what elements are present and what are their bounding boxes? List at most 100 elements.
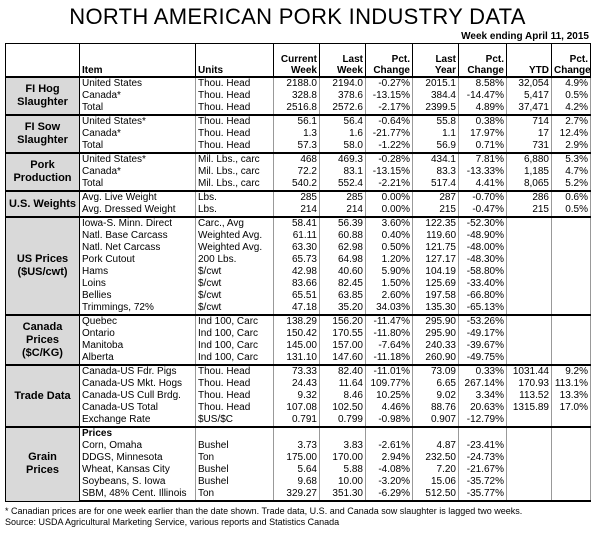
cell: 0.71% <box>458 140 507 153</box>
units: Bushel <box>195 464 274 476</box>
cell: 9.2% <box>551 364 591 378</box>
row: Total Mil. Lbs., carc 540.2 552.4 -2.21% 517.… <box>6 178 591 191</box>
cell: 56.1 <box>273 114 320 128</box>
header-row: Item Units Current Week Last Week Pct. Chang… <box>5 43 591 78</box>
cell: 8.58% <box>458 76 507 90</box>
cell: 125.69 <box>412 278 459 290</box>
empty-cell <box>458 426 507 440</box>
cell: 37,471 <box>506 102 552 115</box>
item: Natl. Base Carcass <box>79 230 196 242</box>
column-header: Pct. Change <box>458 43 507 78</box>
cell: 5.90% <box>365 266 413 278</box>
cell: 215 <box>506 204 552 217</box>
cell: 2572.6 <box>319 102 366 115</box>
cell: 714 <box>506 114 552 128</box>
section: Pork Production United States* Mil. Lbs., c… <box>5 152 591 192</box>
cell: 20.63% <box>458 402 507 414</box>
empty-cell <box>506 426 552 440</box>
item: Total <box>79 178 196 191</box>
row: Loins $/cwt 83.66 82.45 1.50% 125.69 -33.40% <box>6 278 591 290</box>
units: Ind 100, Carc <box>195 328 274 340</box>
cell: 147.60 <box>319 352 366 365</box>
cell: -21.77% <box>365 128 413 140</box>
cell: -7.64% <box>365 340 413 352</box>
section: FI Hog Slaughter United States Thou. Head 21… <box>5 76 591 116</box>
empty-cell <box>273 426 320 440</box>
cell: 0.38% <box>458 114 507 128</box>
cell: 73.09 <box>412 364 459 378</box>
cell: 2015.1 <box>412 76 459 90</box>
cell: 55.8 <box>412 114 459 128</box>
units: Lbs. <box>195 204 274 217</box>
units: Carc., Avg <box>195 216 274 230</box>
row: Soybeans, S. Iowa Bushel 9.68 10.00 -3.20% 15… <box>6 476 591 488</box>
cell: 0.00% <box>365 190 413 204</box>
row: Alberta Ind 100, Carc 131.10 147.60 -11.18% 2… <box>6 352 591 365</box>
cell: 4.89% <box>458 102 507 115</box>
cell: -13.15% <box>365 166 413 178</box>
cell: 72.2 <box>273 166 320 178</box>
cell: -24.73% <box>458 452 507 464</box>
cell: 83.3 <box>412 166 459 178</box>
cell: 0.6% <box>551 190 591 204</box>
cell: 4.87 <box>412 440 459 452</box>
empty-cell <box>551 314 591 328</box>
cell: 4.46% <box>365 402 413 414</box>
cell: 5.3% <box>551 152 591 166</box>
units: $/cwt <box>195 290 274 302</box>
cell: 63.85 <box>319 290 366 302</box>
cell: 468 <box>273 152 320 166</box>
cell: -52.30% <box>458 216 507 230</box>
units: Weighted Avg. <box>195 230 274 242</box>
cell: 113.52 <box>506 390 552 402</box>
cell: -13.33% <box>458 166 507 178</box>
cell: -2.21% <box>365 178 413 191</box>
cell: 731 <box>506 140 552 153</box>
cell: 156.20 <box>319 314 366 328</box>
cell: 7.20 <box>412 464 459 476</box>
empty-cell <box>319 426 366 440</box>
cell: -49.75% <box>458 352 507 365</box>
units: Mil. Lbs., carc <box>195 152 274 166</box>
units: Bushel <box>195 476 274 488</box>
cell: 214 <box>273 204 320 217</box>
row: Canada Prices ($C/KG) Quebec Ind 100, Carc 13… <box>5 314 591 366</box>
cell: 0.5% <box>551 90 591 102</box>
cell: 127.17 <box>412 254 459 266</box>
cell: 552.4 <box>319 178 366 191</box>
cell: 9.02 <box>412 390 459 402</box>
cell: 512.50 <box>412 488 459 502</box>
cell: 170.55 <box>319 328 366 340</box>
cell: 10.25% <box>365 390 413 402</box>
row: DDGS, Minnesota Ton 175.00 170.00 2.94% 232.5… <box>6 452 591 464</box>
cell: 295.90 <box>412 314 459 328</box>
empty-cell <box>506 340 552 352</box>
cell: 12.4% <box>551 128 591 140</box>
row: FI Hog Slaughter United States Thou. Head 21… <box>5 76 591 116</box>
cell: -33.40% <box>458 278 507 290</box>
section-label-line: FI Sow <box>24 121 61 133</box>
empty-cell <box>506 452 552 464</box>
empty-cell <box>551 476 591 488</box>
row: Grain Prices Prices <box>5 426 591 502</box>
cell: -1.22% <box>365 140 413 153</box>
cell: 56.4 <box>319 114 366 128</box>
item: Total <box>79 102 196 115</box>
empty-cell <box>506 254 552 266</box>
cell: 56.39 <box>319 216 366 230</box>
empty-cell <box>551 426 591 440</box>
item: Canada* <box>79 166 196 178</box>
cell: 150.42 <box>273 328 320 340</box>
cell: 540.2 <box>273 178 320 191</box>
row: Trade Data Canada-US Fdr. Pigs Thou. Head 7… <box>5 364 591 428</box>
item: Canada-US Cull Brdg. <box>79 390 196 402</box>
section-label-line: FI Hog <box>25 83 60 95</box>
units: Thou. Head <box>195 140 274 153</box>
item: United States* <box>79 114 196 128</box>
units: $US/$C <box>195 414 274 427</box>
cell: -14.47% <box>458 90 507 102</box>
empty-cell <box>506 476 552 488</box>
cell: -0.70% <box>458 190 507 204</box>
cell: 0.799 <box>319 414 366 427</box>
row: FI Sow Slaughter United States* Thou. Head 5… <box>5 114 591 154</box>
